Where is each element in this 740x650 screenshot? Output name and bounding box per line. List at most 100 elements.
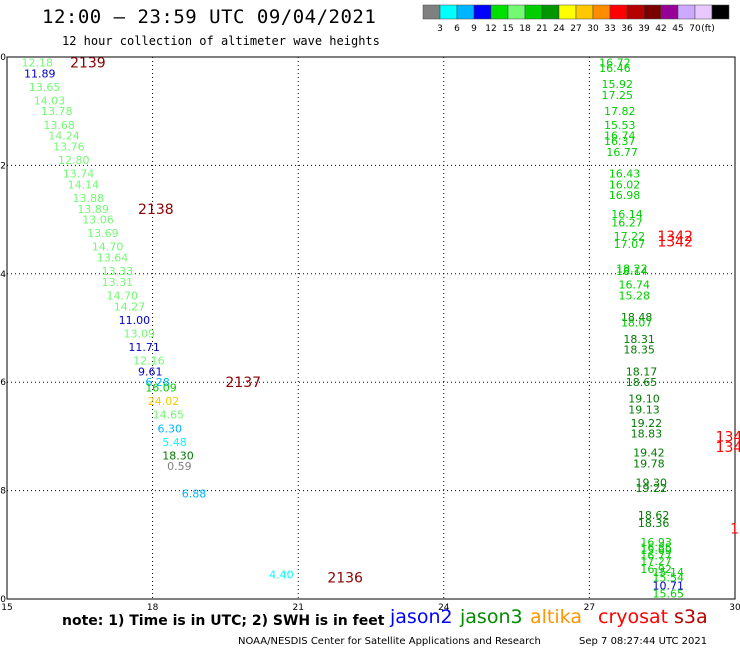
- wave-height-label: 18.62: [638, 509, 670, 522]
- wave-height-label: 17.27: [640, 555, 672, 568]
- wave-height-label: 19.10: [628, 392, 660, 405]
- wave-height-label: 13.69: [87, 227, 119, 240]
- wave-height-label: 15.28: [619, 289, 651, 302]
- footer-timestamp: Sep 7 08:27:44 UTC 2021: [579, 636, 708, 647]
- colorbar-tick-label: 9: [471, 24, 477, 34]
- wave-height-label: 16.14: [611, 208, 643, 221]
- colorbar-tick-label: 18: [519, 24, 531, 34]
- track-number-label: 1: [730, 522, 739, 538]
- track-number-label: 1342: [657, 234, 693, 250]
- x-tick-label: 18: [147, 603, 159, 613]
- y-tick-label: -52: [0, 161, 6, 171]
- plot-frame: [6, 56, 736, 600]
- page-subtitle: 12 hour collection of altimeter wave hei…: [62, 34, 380, 48]
- wave-height-label: 14.14: [68, 178, 100, 191]
- wave-height-label: 14.70: [106, 289, 138, 302]
- wave-height-label: 13.31: [102, 276, 134, 289]
- wave-height-label: 13.68: [43, 119, 75, 132]
- colorbar-tick-label: 39: [638, 24, 650, 34]
- colorbar-swatch: [711, 4, 730, 20]
- wave-height-label: 12.16: [133, 355, 165, 368]
- wave-height-label: 11.71: [128, 341, 160, 354]
- wave-height-label: 14.65: [153, 409, 185, 422]
- wave-height-label: 12.18: [22, 56, 53, 69]
- colorbar-tick-label: 33: [604, 24, 615, 34]
- x-tick-label: 24: [438, 603, 450, 613]
- colorbar-tick-label: 36: [621, 24, 633, 34]
- x-tick-label: 15: [1, 603, 12, 613]
- wave-height-label: 17.07: [614, 238, 646, 251]
- colorbar-tick-label: 45: [672, 24, 683, 34]
- wave-height-label: 16.85: [640, 542, 672, 555]
- footer-credit: NOAA/NESDIS Center for Satellite Applica…: [238, 636, 541, 647]
- wave-height-label: 5.48: [162, 436, 187, 449]
- colorbar-tick-label: 24: [553, 24, 565, 34]
- y-tick-label: -54: [0, 270, 6, 280]
- wave-height-label: 16.74: [604, 130, 636, 143]
- wave-height-label: 13.89: [77, 203, 109, 216]
- wave-height-label: 6.88: [182, 487, 207, 500]
- colorbar-tick-label: 15: [502, 24, 513, 34]
- colorbar-tick-label: 3: [437, 24, 443, 34]
- legend-jason2: jason2: [390, 606, 453, 628]
- track-number-label: 1342: [657, 229, 693, 245]
- wave-height-label: 14.24: [48, 130, 80, 143]
- wave-height-label: 10.71: [652, 579, 684, 592]
- wave-height-label: 0.59: [167, 460, 192, 473]
- y-tick-label: -60: [0, 595, 6, 605]
- wave-height-label: 12.80: [58, 154, 90, 167]
- wave-height-label: 17.22: [614, 230, 646, 243]
- wave-height-label: 18.31: [623, 333, 655, 346]
- wave-height-label: 18.36: [638, 517, 670, 530]
- wave-height-label: 14.70: [92, 241, 124, 254]
- wave-height-label: 13.78: [41, 105, 72, 118]
- track-number-label: 134: [716, 440, 740, 456]
- colorbar: 3 6 9 12 15 18 21 24 27 30 33 36 39 42 45 70 (ft): [422, 4, 730, 34]
- wave-height-label: 13.65: [29, 81, 61, 94]
- wave-height-label: 13.74: [63, 168, 95, 181]
- wave-height-label: 11.89: [24, 67, 55, 80]
- footer-note: note: 1) Time is in UTC; 2) SWH is in fe…: [62, 613, 385, 629]
- wave-height-label: 11.00: [119, 314, 151, 327]
- wave-height-label: 18.17: [626, 365, 658, 378]
- wave-height-label: 9.61: [138, 365, 163, 378]
- track-number-label: 2138: [138, 202, 174, 218]
- wave-height-label: 18.65: [626, 376, 658, 389]
- wave-height-label: 13.06: [82, 214, 114, 227]
- wave-height-label: 19.42: [633, 447, 665, 460]
- wave-height-label: 18.30: [162, 449, 194, 462]
- wave-height-label: 13.09: [123, 327, 155, 340]
- y-tick-label: -58: [0, 487, 6, 497]
- wave-height-label: 4.40: [269, 569, 294, 582]
- wave-height-label: 15.65: [652, 588, 684, 601]
- wave-height-label: 18.22: [616, 262, 648, 275]
- wave-height-label: 18.14: [616, 265, 648, 278]
- wave-height-label: 16.02: [609, 178, 641, 191]
- wave-height-label: 16.93: [640, 536, 672, 549]
- wave-height-label: 14.03: [34, 94, 65, 107]
- wave-height-label: 19.30: [636, 476, 668, 489]
- legend-altika: altika: [530, 606, 582, 628]
- wave-height-label: 15.14: [652, 566, 684, 579]
- track-number-label: 2136: [327, 570, 363, 586]
- wave-height-label: 18.83: [631, 428, 663, 441]
- wave-height-label: 15.53: [604, 119, 636, 132]
- y-tick-label: -56: [0, 378, 6, 388]
- legend-jason3: jason3: [460, 606, 523, 628]
- wave-height-label: 15.92: [602, 78, 634, 91]
- wave-height-label: 19.13: [628, 403, 660, 416]
- legend-s3a: s3a: [674, 606, 708, 628]
- colorbar-tick-label: 27: [570, 24, 581, 34]
- colorbar-tick-label: 21: [536, 24, 547, 34]
- wave-height-label: 16.46: [599, 62, 631, 75]
- wave-height-label: 16.37: [604, 135, 636, 148]
- track-number-label: 134: [716, 429, 740, 445]
- wave-height-label: 13.76: [53, 140, 85, 153]
- wave-height-label: 18.35: [623, 344, 655, 357]
- wave-height-label: 13.33: [102, 265, 134, 278]
- wave-height-label: 6.28: [145, 376, 170, 389]
- track-number-label: 2139: [70, 55, 106, 71]
- wave-height-label: 16.74: [619, 279, 651, 292]
- wave-height-label: 16.92: [640, 563, 672, 576]
- wave-height-label: 16.98: [609, 189, 641, 202]
